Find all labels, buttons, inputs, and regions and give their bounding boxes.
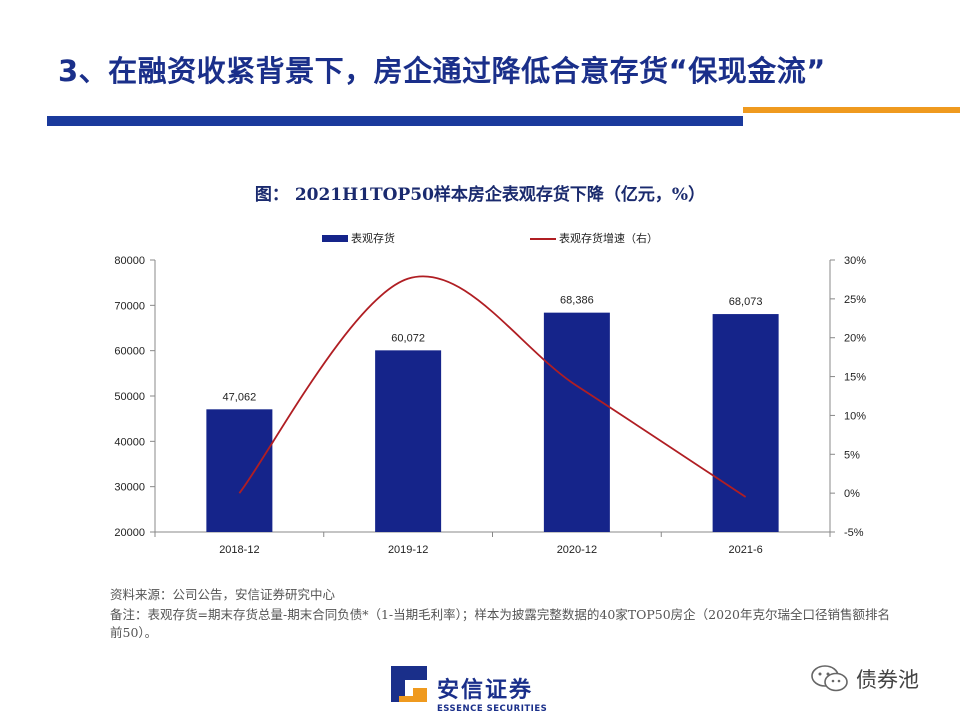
watermark: 债券池 bbox=[810, 662, 950, 696]
bar-2020-12 bbox=[543, 312, 610, 532]
page-title: 3、在融资收紧背景下，房企通过降低合意存货“保现金流” bbox=[58, 54, 826, 88]
y-left-tick-label: 80000 bbox=[114, 255, 145, 267]
y-right-tick-label: 5% bbox=[844, 449, 860, 461]
header-divider-blue bbox=[47, 116, 743, 126]
legend-label-bar: 表观存货 bbox=[351, 231, 395, 245]
y-left-tick-label: 30000 bbox=[114, 482, 145, 494]
logo-text-en: ESSENCE SECURITIES bbox=[437, 704, 548, 714]
y-right-tick-label: 20% bbox=[844, 333, 866, 345]
remark-note: 备注：表观存货=期末存货总量-期末合同负债*（1-当期毛利率）；样本为披露完整数… bbox=[110, 607, 890, 640]
legend-label-line: 表观存货增速（右） bbox=[559, 231, 658, 245]
growth-line bbox=[238, 275, 747, 498]
x-tick-label: 2021-6 bbox=[728, 544, 762, 556]
y-left-tick-label: 70000 bbox=[114, 300, 145, 312]
x-tick-label: 2018-12 bbox=[219, 544, 259, 556]
y-left-tick-label: 60000 bbox=[114, 346, 145, 358]
legend-swatch-bar bbox=[322, 235, 348, 242]
logo-text-cn: 安信证券 bbox=[437, 678, 534, 703]
y-right-tick-label: 10% bbox=[844, 410, 866, 422]
y-right-tick-label: -5% bbox=[844, 527, 864, 539]
company-logo: 安信证券 ESSENCE SECURITIES bbox=[391, 666, 561, 718]
source-note: 资料来源：公司公告，安信证券研究中心 bbox=[110, 587, 336, 602]
y-right-tick-label: 15% bbox=[844, 372, 866, 384]
chart-title: 图： 2021H1TOP50样本房企表观存货下降（亿元，%） bbox=[254, 185, 706, 205]
bar-2021-6 bbox=[712, 314, 779, 532]
y-left-tick-label: 40000 bbox=[114, 436, 145, 448]
bar-2018-12 bbox=[206, 409, 273, 532]
bar-data-label: 60,072 bbox=[391, 332, 425, 344]
y-right-tick-label: 30% bbox=[844, 255, 866, 267]
y-left-tick-label: 50000 bbox=[114, 391, 145, 403]
bar-data-label: 68,073 bbox=[729, 296, 763, 308]
logo-mark-icon bbox=[391, 666, 427, 702]
x-tick-label: 2020-12 bbox=[557, 544, 597, 556]
x-tick-label: 2019-12 bbox=[388, 544, 428, 556]
header-divider-orange bbox=[743, 107, 960, 113]
bar-data-label: 47,062 bbox=[223, 391, 257, 403]
inventory-chart: 20000 30000 40000 50000 60000 70000 80000 -5% 0%… bbox=[114, 231, 866, 556]
bar-2019-12 bbox=[375, 350, 442, 532]
wechat-icon bbox=[811, 665, 848, 692]
y-left-tick-label: 20000 bbox=[114, 527, 145, 539]
y-right-tick-label: 25% bbox=[844, 294, 866, 306]
y-right-tick-label: 0% bbox=[844, 488, 860, 500]
watermark-text: 债券池 bbox=[856, 668, 919, 692]
bar-data-label: 68,386 bbox=[560, 295, 594, 307]
